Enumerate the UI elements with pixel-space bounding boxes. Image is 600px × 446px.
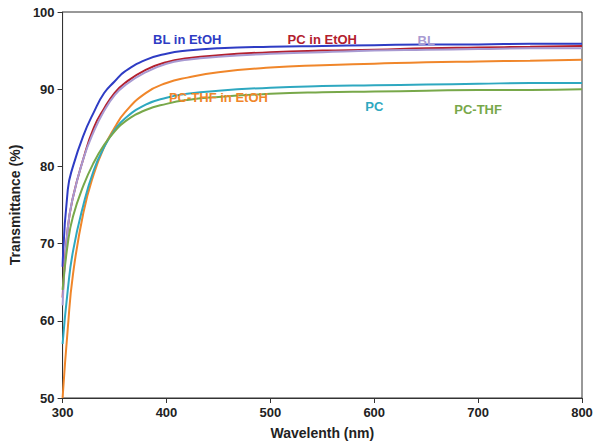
svg-text:Wavelenth (nm): Wavelenth (nm) [270, 425, 374, 441]
svg-text:PC: PC [365, 99, 384, 114]
svg-text:70: 70 [40, 236, 54, 251]
svg-text:BL: BL [418, 33, 435, 48]
svg-text:700: 700 [467, 405, 489, 420]
svg-text:PC-THF: PC-THF [454, 102, 502, 117]
svg-text:80: 80 [40, 159, 54, 174]
svg-text:500: 500 [260, 405, 282, 420]
svg-text:Transmittance (%): Transmittance (%) [7, 145, 23, 266]
svg-text:BL in EtOH: BL in EtOH [153, 32, 221, 47]
svg-text:50: 50 [40, 391, 54, 406]
svg-text:60: 60 [40, 313, 54, 328]
svg-text:90: 90 [40, 82, 54, 97]
svg-text:PC-THF in EtOH: PC-THF in EtOH [169, 90, 268, 105]
svg-text:300: 300 [52, 405, 74, 420]
svg-text:400: 400 [156, 405, 178, 420]
svg-text:100: 100 [33, 5, 55, 20]
svg-text:PC in EtOH: PC in EtOH [288, 32, 357, 47]
svg-text:800: 800 [571, 405, 593, 420]
svg-text:600: 600 [363, 405, 385, 420]
